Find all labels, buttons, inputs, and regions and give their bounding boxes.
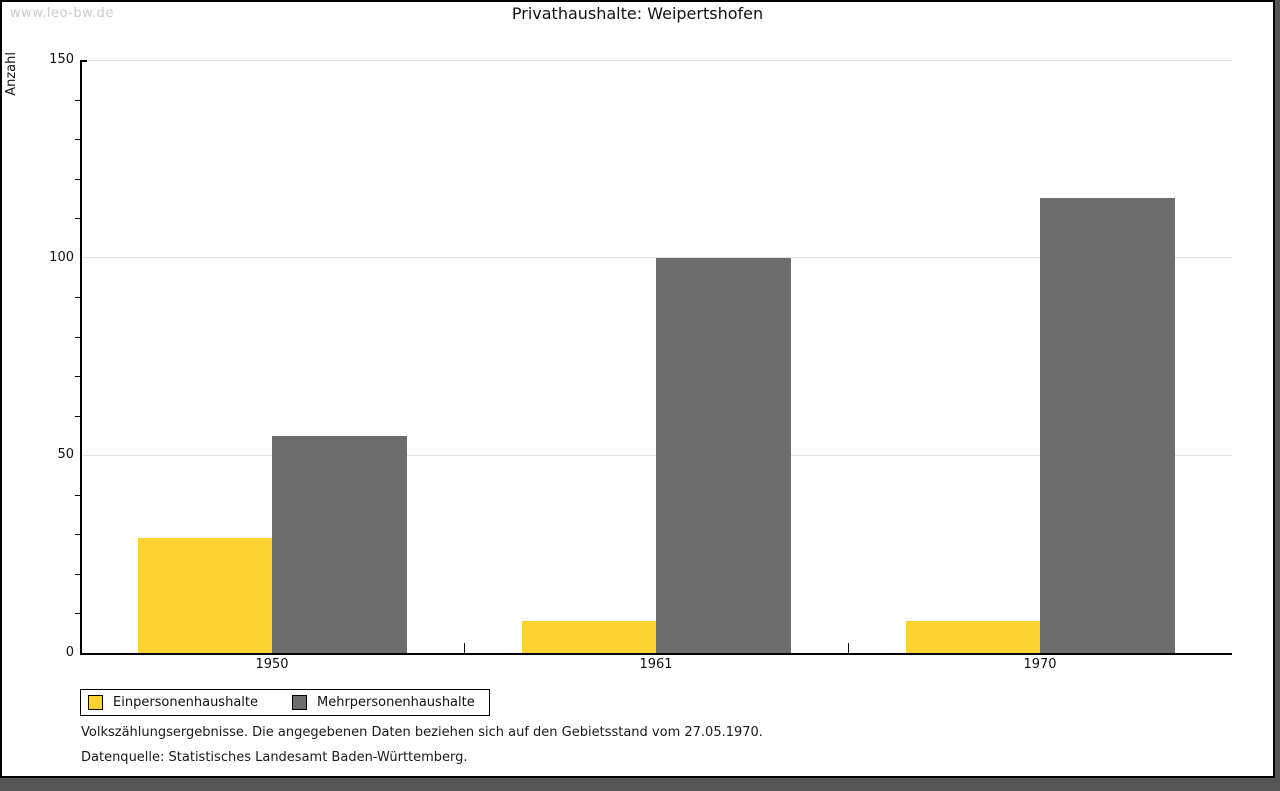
bar-1970-mehrpersonenhaushalte [1040, 198, 1175, 653]
x-tick-label-1950: 1950 [255, 657, 289, 672]
y-minor-tick-20 [75, 573, 80, 575]
y-minor-tick-40 [75, 494, 80, 496]
x-axis-line [80, 653, 1232, 655]
legend-swatch-icon [292, 695, 307, 710]
y-axis-title: Anzahl [4, 52, 19, 96]
y-minor-tick-140 [75, 99, 80, 101]
x-tick-label-1970: 1970 [1023, 657, 1057, 672]
y-minor-tick-10 [75, 613, 80, 615]
footnote-data-source: Datenquelle: Statistisches Landesamt Bad… [81, 750, 468, 765]
chart-title: Privathaushalte: Weipertshofen [511, 4, 764, 23]
plot-area: Anzahl 0 50 100 150 1950 1961 1970 [2, 2, 1273, 776]
legend-item-mehrpersonenhaushalte: Mehrpersonenhaushalte [292, 695, 475, 710]
y-minor-tick-130 [75, 139, 80, 141]
y-tick-label-50: 50 [57, 447, 74, 463]
y-axis-line [80, 60, 82, 655]
y-minor-tick-70 [75, 376, 80, 378]
legend-swatch-icon [88, 695, 103, 710]
category-boundary-tick-1 [464, 643, 465, 653]
bar-1961-einpersonenhaushalte [522, 621, 656, 653]
y-tick-label-100: 100 [49, 249, 74, 265]
bar-1961-mehrpersonenhaushalte [656, 257, 791, 653]
y-minor-tick-120 [75, 178, 80, 180]
y-tick-label-150: 150 [49, 52, 74, 67]
gridline-150 [81, 59, 1232, 61]
bar-1950-einpersonenhaushalte [138, 538, 272, 653]
y-minor-tick-110 [75, 218, 80, 220]
footnote-census-note: Volkszählungsergebnisse. Die angegebenen… [81, 725, 763, 740]
y-tick-label-0: 0 [65, 645, 74, 660]
legend-label: Mehrpersonenhaushalte [317, 695, 475, 710]
category-boundary-tick-2 [848, 643, 849, 653]
legend: Einpersonenhaushalte Mehrpersonenhaushalt… [80, 689, 490, 716]
y-minor-tick-60 [75, 415, 80, 417]
x-tick-label-1961: 1961 [639, 657, 673, 672]
chart-page: www.leo-bw.de Privathaushalte: Weipertsh… [0, 0, 1275, 778]
bar-1970-einpersonenhaushalte [906, 621, 1040, 653]
legend-label: Einpersonenhaushalte [113, 695, 258, 710]
y-minor-tick-30 [75, 534, 80, 536]
y-axis-top-cap [80, 60, 87, 62]
y-minor-tick-80 [75, 336, 80, 338]
legend-item-einpersonenhaushalte: Einpersonenhaushalte [88, 695, 258, 710]
bar-1950-mehrpersonenhaushalte [272, 435, 407, 653]
watermark-leo-bw: www.leo-bw.de [10, 6, 114, 21]
y-minor-tick-90 [75, 297, 80, 299]
